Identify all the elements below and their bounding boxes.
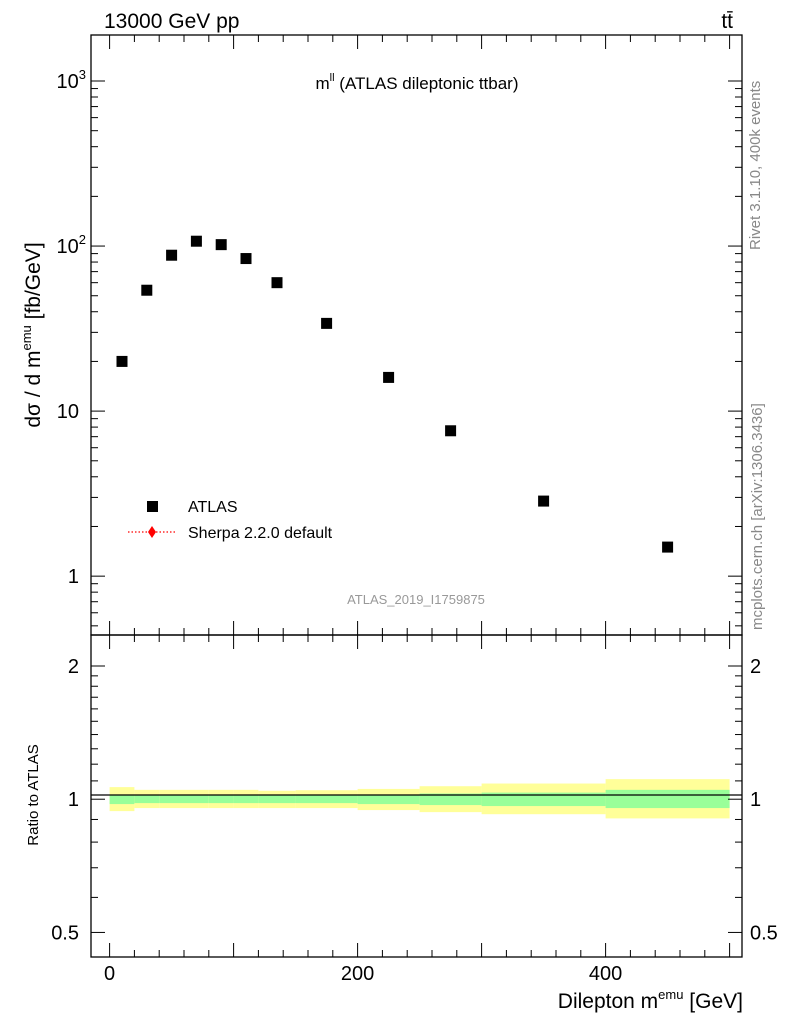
header-right-label: tt̄ [721, 10, 733, 33]
ratio-ytick-label-left-1: 1 [68, 789, 79, 811]
y-label-unit: [fb/GeV] [22, 242, 45, 325]
main-ytick-label-1: 10 [57, 401, 79, 423]
main-title: mll (ATLAS dileptonic ttbar) [316, 72, 519, 93]
x-axis-label: Dilepton memu [GeV] [558, 987, 743, 1013]
main-title-var: m [316, 74, 330, 93]
uncertainty-band-inner-6 [258, 795, 296, 804]
uncertainty-band-inner-4 [208, 795, 234, 804]
atlas-point-5 [240, 253, 252, 265]
ratio-x-axis: 0 200 400 [104, 635, 731, 985]
ratio-ytick-label-left-2: 2 [68, 656, 79, 678]
ratio-y-axis: 0.5 0.5 1 1 2 2 [51, 656, 778, 944]
main-y-label: dσ / d memu [fb/GeV] [19, 242, 45, 427]
ratio-band-layer [109, 779, 730, 819]
y-label-sup: emu [19, 325, 34, 350]
ratio-xtick-label-0: 0 [104, 963, 115, 985]
atlas-point-3 [190, 235, 202, 247]
uncertainty-band-inner-11 [605, 789, 730, 809]
uncertainty-band-inner-10 [481, 792, 606, 807]
atlas-point-11 [662, 541, 674, 553]
ratio-panel: 0 200 400 0.5 0.5 1 1 2 2 Ratio to ATLAS Dilept… [25, 634, 778, 1013]
atlas-point-6 [271, 277, 283, 289]
uncertainty-band-inner-9 [419, 793, 482, 806]
legend-atlas-label: ATLAS [188, 499, 238, 516]
uncertainty-band-inner-2 [159, 795, 184, 804]
ratio-ytick-label-right-1: 1 [750, 789, 761, 811]
main-frame [90, 34, 743, 636]
legend: ATLAS Sherpa 2.2.0 default [128, 499, 333, 542]
main-title-sup: ll [330, 72, 335, 84]
uncertainty-band-inner-1 [134, 795, 160, 804]
legend-sherpa-marker [148, 526, 156, 538]
uncertainty-band-inner-0 [109, 794, 135, 805]
ratio-ytick-label-left-0: 0.5 [51, 922, 79, 944]
uncertainty-band-inner-3 [184, 795, 209, 804]
x-label-sup: emu [658, 987, 683, 1002]
ratio-xtick-label-2: 400 [589, 963, 622, 985]
rivet-label: Rivet 3.1.10, 400k events [747, 81, 764, 250]
uncertainty-band-inner-7 [295, 795, 358, 804]
atlas-point-0 [116, 355, 128, 367]
main-ytick-label-3: 103 [57, 67, 86, 93]
atlas-point-1 [141, 284, 153, 296]
main-title-suffix: (ATLAS dileptonic ttbar) [335, 74, 519, 93]
analysis-annotation: ATLAS_2019_I1759875 [347, 592, 485, 607]
ratio-ytick-label-right-0: 0.5 [750, 922, 778, 944]
legend-atlas-marker [147, 501, 158, 512]
y-label-main: dσ / d m [22, 351, 45, 428]
main-x-ticks [109, 35, 731, 635]
ratio-xtick-label-1: 200 [341, 963, 374, 985]
ratio-ytick-label-right-2: 2 [750, 656, 761, 678]
x-label-main: Dilepton m [558, 990, 658, 1013]
atlas-point-2 [166, 249, 178, 261]
main-ytick-label-2: 102 [57, 232, 86, 258]
atlas-point-9 [445, 425, 457, 437]
atlas-point-10 [538, 495, 550, 507]
main-y-axis: 1 10 102 103 [57, 67, 742, 627]
atlas-point-8 [383, 371, 395, 383]
header-left-label: 13000 GeV pp [104, 10, 239, 33]
uncertainty-band-inner-5 [233, 795, 259, 804]
uncertainty-band-inner-8 [357, 794, 420, 805]
main-data-layer [116, 235, 674, 553]
main-panel: 1 10 102 103 mll (ATLAS dileptonic ttbar) d… [19, 34, 743, 636]
x-label-unit: [GeV] [683, 990, 743, 1013]
ratio-frame [90, 634, 743, 958]
atlas-point-4 [215, 239, 227, 251]
mcplots-label: mcplots.cern.ch [arXiv:1306.3436] [749, 403, 766, 630]
main-ytick-label-0: 1 [68, 566, 79, 588]
ratio-y-label: Ratio to ATLAS [25, 744, 42, 845]
legend-sherpa-label: Sherpa 2.2.0 default [188, 525, 333, 542]
atlas-point-7 [321, 317, 333, 329]
